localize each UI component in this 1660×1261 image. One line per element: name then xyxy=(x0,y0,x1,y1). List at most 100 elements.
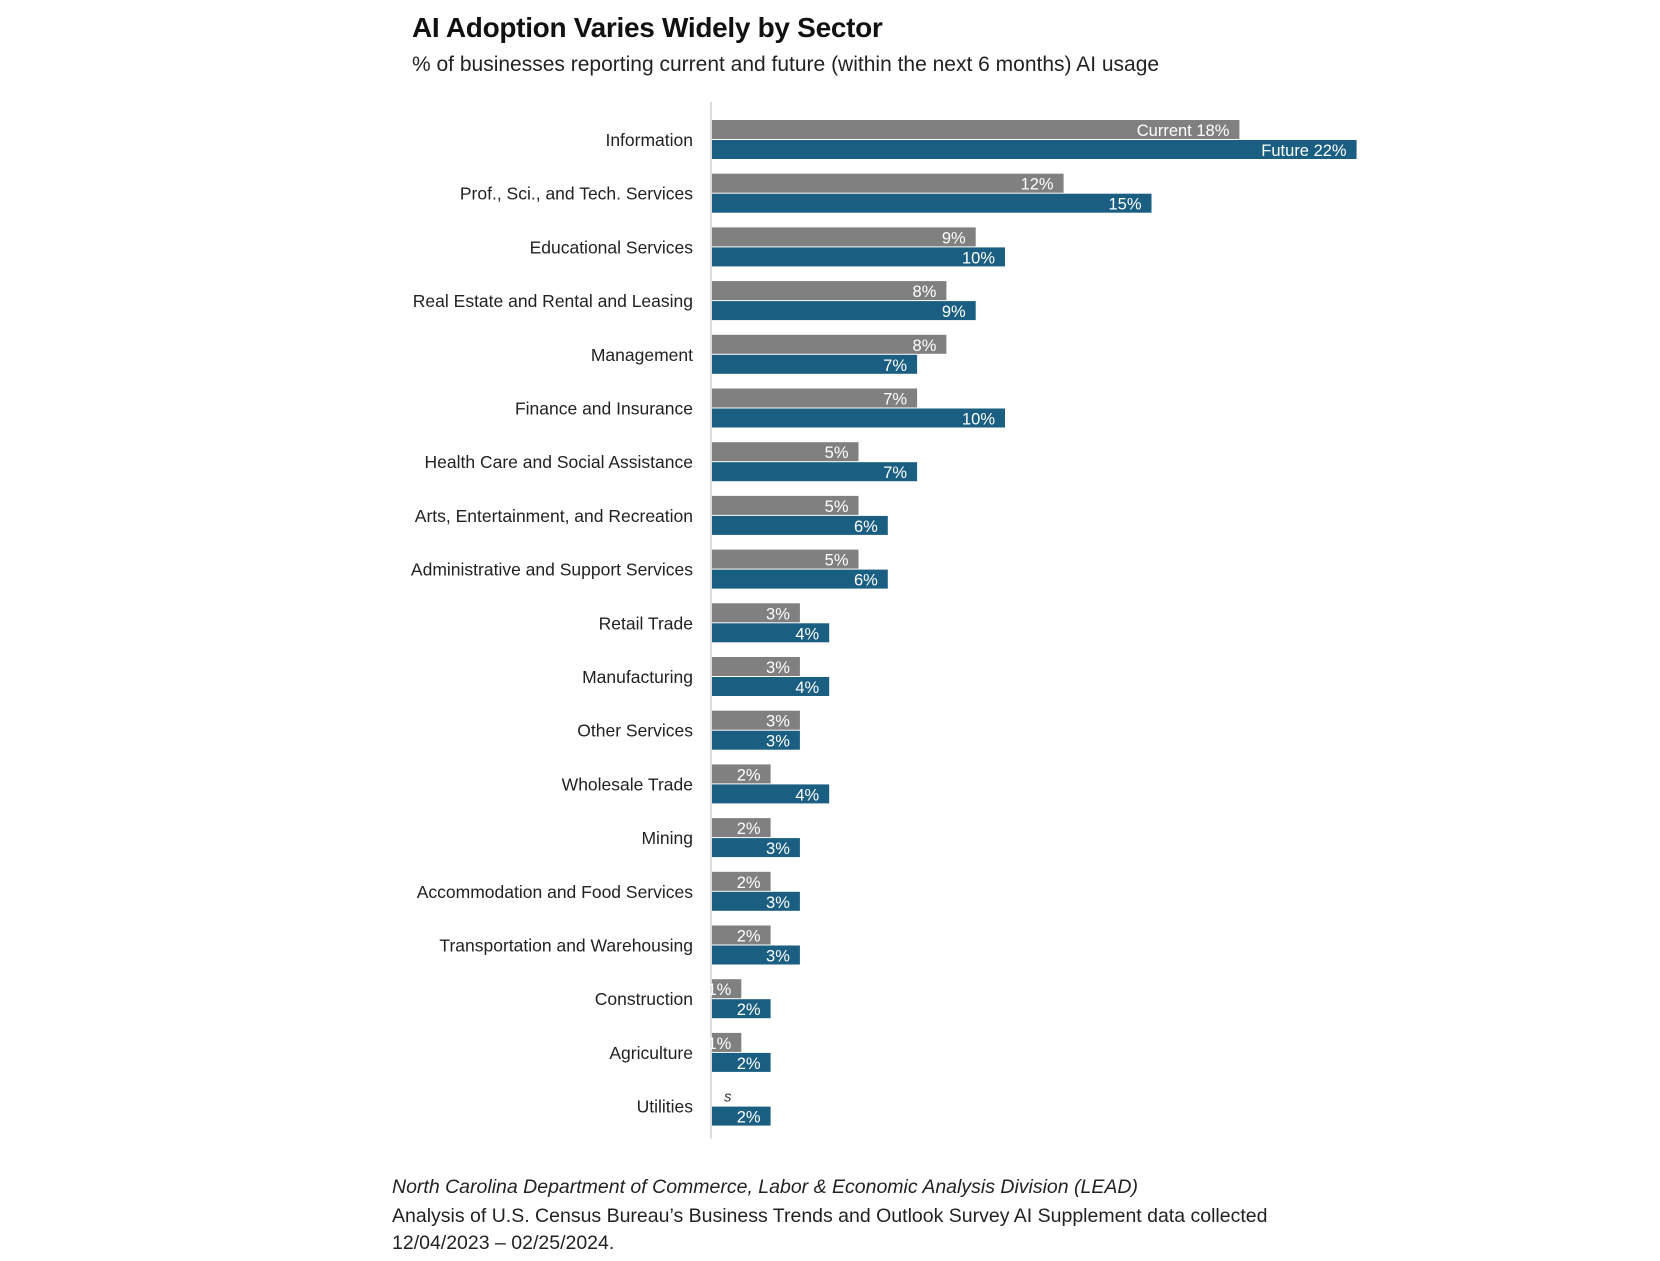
data-label-future: 9% xyxy=(942,303,966,321)
bar-current xyxy=(712,1032,742,1052)
data-label-current: 2% xyxy=(737,820,761,838)
data-label-future: 6% xyxy=(854,572,878,590)
data-label-future: 2% xyxy=(737,1001,761,1019)
category-label: Accommodation and Food Services xyxy=(417,882,693,902)
bar-future xyxy=(712,999,771,1019)
data-label-current: 1% xyxy=(707,981,731,999)
bar-future xyxy=(712,462,918,482)
category-label: Prof., Sci., and Tech. Services xyxy=(460,184,693,204)
data-label-current: 5% xyxy=(825,552,849,570)
bar-future xyxy=(712,945,800,965)
data-label-future: 7% xyxy=(883,464,907,482)
category-label: Utilities xyxy=(637,1097,694,1117)
bar-current xyxy=(712,227,976,247)
bar-future xyxy=(712,140,1357,159)
source-dates: 12/04/2023 – 02/25/2024. xyxy=(392,1232,615,1254)
bar-current xyxy=(712,120,1240,139)
data-label-future: 10% xyxy=(962,411,995,429)
bar-current xyxy=(712,925,771,945)
chart-subtitle: % of businesses reporting current and fu… xyxy=(412,53,1160,76)
category-label: Educational Services xyxy=(530,237,694,257)
data-label-future: 4% xyxy=(795,625,819,643)
data-label-current: 3% xyxy=(766,713,790,731)
bar-current xyxy=(712,979,742,999)
bar-current xyxy=(712,818,771,838)
chart-title: AI Adoption Varies Widely by Sector xyxy=(412,12,883,43)
data-label-future: 2% xyxy=(737,1109,761,1127)
category-label: Construction xyxy=(595,989,693,1009)
category-label: Other Services xyxy=(577,721,693,741)
bar-current xyxy=(712,871,771,891)
data-label-current: 9% xyxy=(942,229,966,247)
bar-current xyxy=(712,603,800,623)
bar-current xyxy=(712,764,771,784)
bar-future xyxy=(712,1106,771,1126)
data-label-current: 3% xyxy=(766,605,790,623)
category-label: Real Estate and Rental and Leasing xyxy=(413,291,693,311)
data-label-current: 2% xyxy=(737,766,761,784)
bar-current xyxy=(712,173,1064,193)
bar-current xyxy=(712,710,800,730)
category-label: Wholesale Trade xyxy=(562,774,693,794)
bar-current xyxy=(712,657,800,676)
data-label-current: 8% xyxy=(913,283,937,301)
bar-future xyxy=(712,838,800,858)
category-label: Health Care and Social Assistance xyxy=(425,452,693,472)
category-label: Transportation and Warehousing xyxy=(439,936,693,956)
category-label: Manufacturing xyxy=(582,667,693,687)
category-label: Mining xyxy=(641,828,693,848)
bar-future xyxy=(712,784,830,804)
bar-current xyxy=(712,495,859,515)
bar-future xyxy=(712,1052,771,1072)
bar-future xyxy=(712,730,800,750)
category-label: Administrative and Support Services xyxy=(411,560,693,580)
bar-current xyxy=(712,281,947,301)
data-label-current: Current 18% xyxy=(1137,122,1230,140)
bar-current xyxy=(712,442,859,462)
data-label-current: 1% xyxy=(707,1035,731,1053)
data-label-future: 6% xyxy=(854,518,878,536)
bar-future xyxy=(712,515,888,535)
category-label: Arts, Entertainment, and Recreation xyxy=(415,506,693,526)
data-label-future: 7% xyxy=(883,357,907,375)
category-label: Retail Trade xyxy=(599,613,693,633)
data-label-current: 5% xyxy=(825,498,849,516)
source-note: Analysis of U.S. Census Bureau’s Busines… xyxy=(392,1205,1268,1227)
data-label-future: 4% xyxy=(795,786,819,804)
category-label: Management xyxy=(591,345,693,365)
bar-future xyxy=(712,354,918,374)
bar-current xyxy=(712,549,859,569)
bar-current xyxy=(712,388,918,408)
data-label-future: 3% xyxy=(766,733,790,751)
category-label: Finance and Insurance xyxy=(515,399,693,419)
bar-future xyxy=(712,569,888,589)
data-label-future: Future 22% xyxy=(1261,142,1347,160)
bar-future xyxy=(712,677,830,696)
data-label-future: 3% xyxy=(766,948,790,966)
data-label-current: 3% xyxy=(766,659,790,677)
bar-future xyxy=(712,301,976,321)
data-label-future: 4% xyxy=(795,679,819,697)
data-label-current: 7% xyxy=(883,391,907,409)
data-label-current: 12% xyxy=(1021,176,1054,194)
bar-future xyxy=(712,408,1005,428)
bar-current xyxy=(712,334,947,354)
data-label-future: 15% xyxy=(1108,196,1141,214)
data-label-current: 5% xyxy=(825,444,849,462)
bar-future xyxy=(712,623,830,643)
bar-future xyxy=(712,247,1005,267)
category-label: Information xyxy=(605,130,693,150)
data-label-future: 3% xyxy=(766,840,790,858)
data-label-future: 2% xyxy=(737,1055,761,1073)
data-label-current: 2% xyxy=(737,874,761,892)
bar-future xyxy=(712,891,800,911)
data-label-current: s xyxy=(724,1089,732,1106)
data-label-future: 10% xyxy=(962,249,995,267)
data-label-current: 8% xyxy=(913,337,937,355)
category-label: Agriculture xyxy=(609,1043,693,1063)
bar-future xyxy=(712,193,1152,213)
data-label-future: 3% xyxy=(766,894,790,912)
source-org: North Carolina Department of Commerce, L… xyxy=(392,1176,1138,1198)
data-label-current: 2% xyxy=(737,928,761,946)
